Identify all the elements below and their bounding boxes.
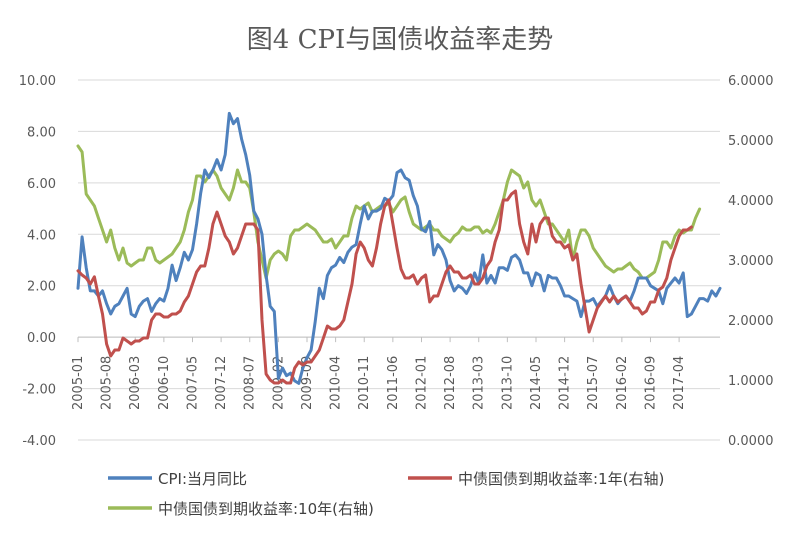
x-tick-label: 2015-07 (586, 356, 601, 410)
x-tick-label: 2017-04 (672, 356, 687, 410)
axes: -4.00 -2.00 0.00 2.00 4.00 6.00 8.00 10.00 0.000… (19, 74, 774, 449)
y-tick-label: -2.00 (22, 383, 56, 398)
x-tick-label: 2014-05 (529, 356, 544, 410)
y-tick-label: 4.00 (27, 228, 56, 243)
y-tick-label: -4.00 (22, 434, 56, 449)
legend-label-2: 中债国债到期收益率:10年(右轴) (158, 500, 374, 518)
x-tick-label: 2008-07 (243, 356, 258, 410)
y-tick-label: 2.00 (27, 280, 56, 295)
legend: CPI:当月同比 中债国债到期收益率:1年(右轴) 中债国债到期收益率:10年(右轴… (108, 470, 664, 518)
x-tick-label: 2011-06 (386, 356, 401, 410)
x-tick-label: 2007-05 (185, 356, 200, 410)
series-lines (76, 111, 722, 385)
legend-label-1: 中债国债到期收益率:1年(右轴) (458, 470, 664, 488)
y2-tick-label: 2.0000 (728, 314, 774, 329)
y-tick-label: 0.00 (27, 331, 56, 346)
y2-tick-label: 5.0000 (728, 134, 774, 149)
x-tick-label: 2010-11 (357, 356, 372, 410)
x-tick-label: 2013-10 (500, 356, 515, 410)
series-line-1 (76, 189, 693, 385)
y-tick-label: 8.00 (27, 125, 56, 140)
y-tick-label: 6.00 (27, 177, 56, 192)
x-tick-label: 2013-03 (472, 356, 487, 410)
y-tick-label: 10.00 (19, 74, 56, 89)
x-tick-label: 2012-08 (443, 356, 458, 410)
x-tick-label: 2006-10 (157, 356, 172, 410)
y2-tick-label: 1.0000 (728, 374, 774, 389)
x-tick-label: 2016-02 (615, 356, 630, 410)
chart-title: 图4 CPI与国债收益率走势 (247, 25, 553, 55)
y2-tick-label: 6.0000 (728, 74, 774, 89)
x-tick-label: 2007-12 (214, 356, 229, 410)
y2-tick-label: 3.0000 (728, 254, 774, 269)
legend-label-0: CPI:当月同比 (158, 470, 247, 488)
x-tick-label: 2005-01 (71, 356, 86, 410)
y2-tick-label: 0.0000 (728, 434, 774, 449)
y2-tick-label: 4.0000 (728, 194, 774, 209)
x-tick-label: 2014-12 (558, 356, 573, 410)
x-tick-label: 2010-04 (329, 356, 344, 410)
x-tick-label: 2005-08 (100, 356, 115, 410)
x-tick-label: 2016-09 (643, 356, 658, 410)
x-tick-label: 2012-01 (414, 356, 429, 410)
x-tick-label: 2006-03 (128, 356, 143, 410)
series-line-0 (76, 111, 722, 385)
